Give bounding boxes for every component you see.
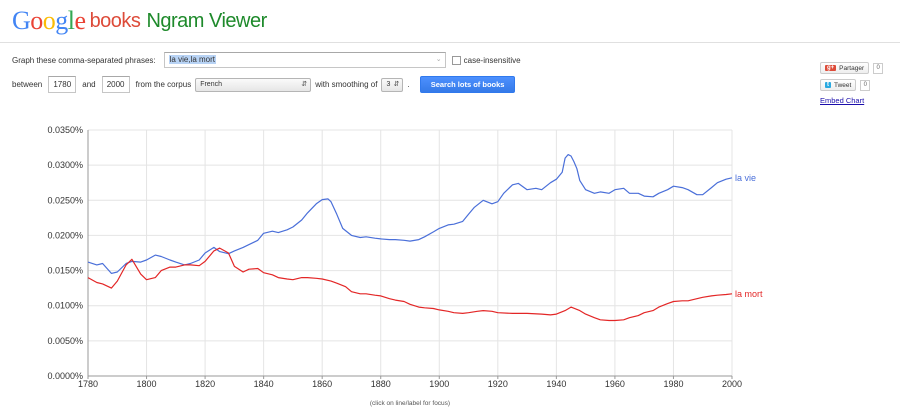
logo-letter: e bbox=[74, 6, 87, 35]
x-tick-label: 1940 bbox=[546, 379, 566, 389]
case-insensitive-checkbox[interactable] bbox=[451, 55, 461, 65]
gplus-share-label: Partager bbox=[839, 64, 865, 72]
series-label[interactable]: la vie bbox=[735, 173, 756, 183]
search-button[interactable]: Search lots of books bbox=[419, 76, 516, 93]
smoothing-select-value: 3 bbox=[386, 80, 391, 88]
chart-caption: (click on line/label for focus) bbox=[369, 400, 451, 407]
between-label: between bbox=[12, 80, 43, 89]
end-year-input[interactable]: 2000 bbox=[101, 76, 130, 93]
x-tick-label: 1860 bbox=[312, 379, 332, 389]
smoothing-label: with smoothing of bbox=[315, 80, 378, 89]
x-tick-label: 1920 bbox=[488, 379, 508, 389]
x-tick-label: 1820 bbox=[195, 379, 215, 389]
phrases-input-value: la vie,la mort bbox=[168, 55, 216, 64]
series-line-la-mort[interactable] bbox=[87, 247, 733, 322]
series-label[interactable]: la mort bbox=[735, 289, 763, 299]
x-tick-label: 1980 bbox=[663, 379, 683, 389]
x-tick-label: 1900 bbox=[429, 379, 449, 389]
chevron-down-icon[interactable]: ⌄ bbox=[435, 56, 442, 63]
y-tick-label: 0.0300% bbox=[47, 160, 83, 170]
gplus-share-count: 0 bbox=[873, 62, 884, 74]
logo-letter: l bbox=[67, 6, 75, 35]
google-plus-icon: g+ bbox=[825, 65, 837, 71]
tweet-button[interactable]: t Tweet bbox=[820, 79, 857, 91]
x-tick-label: 1800 bbox=[137, 379, 157, 389]
select-arrows-icon: ⇵ bbox=[393, 80, 400, 88]
range-row: between 1780 and 2000 from the corpus Fr… bbox=[12, 76, 516, 93]
and-label: and bbox=[82, 80, 96, 89]
phrases-label: Graph these comma-separated phrases: bbox=[12, 55, 156, 65]
logo-letter: o bbox=[42, 6, 56, 35]
y-tick-label: 0.0150% bbox=[47, 266, 83, 276]
logo-letter: o bbox=[30, 6, 43, 35]
case-insensitive-label[interactable]: case-insensitive bbox=[463, 55, 521, 65]
x-tick-label: 1960 bbox=[605, 379, 625, 389]
corpus-select-value: French bbox=[200, 80, 222, 88]
y-tick-label: 0.0050% bbox=[47, 336, 83, 346]
google-books-logo[interactable]: Google books Ngram Viewer bbox=[12, 6, 267, 36]
corpus-label: from the corpus bbox=[135, 80, 192, 89]
x-tick-label: 2000 bbox=[722, 379, 742, 389]
y-tick-label: 0.0000% bbox=[47, 371, 83, 381]
share-panel: g+ Partager 0 t Tweet 0 Embed Chart bbox=[820, 62, 884, 105]
page-title: Ngram Viewer bbox=[146, 10, 267, 32]
corpus-select[interactable]: French ⇵ bbox=[195, 77, 312, 92]
phrases-row: Graph these comma-separated phrases: la … bbox=[12, 52, 521, 68]
y-tick-label: 0.0200% bbox=[47, 230, 83, 240]
start-year-input[interactable]: 1780 bbox=[48, 76, 77, 93]
google-wordmark: Google bbox=[12, 6, 86, 35]
y-tick-label: 0.0350% bbox=[47, 125, 83, 135]
smoothing-select[interactable]: 3 ⇵ bbox=[381, 77, 404, 92]
twitter-bird-icon: t bbox=[825, 82, 831, 88]
period-text: . bbox=[407, 80, 410, 89]
books-wordmark: books bbox=[89, 10, 141, 32]
select-arrows-icon: ⇵ bbox=[301, 80, 308, 88]
tweet-label: Tweet bbox=[834, 81, 852, 89]
header-divider bbox=[0, 42, 900, 43]
series-line-la-vie[interactable] bbox=[87, 154, 733, 274]
tweet-count: 0 bbox=[860, 79, 871, 91]
phrases-input[interactable]: la vie,la mort ⌄ bbox=[163, 52, 446, 68]
x-tick-label: 1840 bbox=[254, 379, 274, 389]
gplus-share-button[interactable]: g+ Partager bbox=[820, 62, 870, 74]
x-tick-label: 1780 bbox=[78, 379, 98, 389]
embed-chart-link[interactable]: Embed Chart bbox=[820, 96, 865, 105]
y-tick-label: 0.0250% bbox=[47, 195, 83, 205]
x-tick-label: 1880 bbox=[371, 379, 391, 389]
logo-letter: g bbox=[55, 6, 68, 35]
logo-letter: G bbox=[12, 6, 31, 35]
y-tick-label: 0.0100% bbox=[47, 301, 83, 311]
